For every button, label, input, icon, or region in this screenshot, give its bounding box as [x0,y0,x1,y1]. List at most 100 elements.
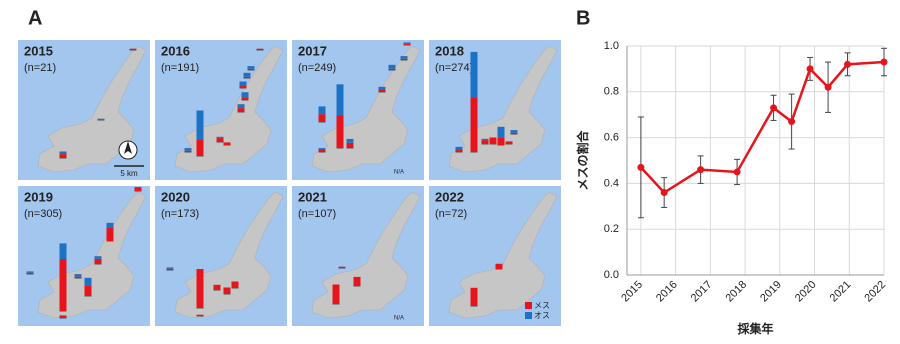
panel-label: A [28,7,42,29]
female-bar [338,266,346,268]
map-panel: 2015 (n=21) 5 km [18,40,150,180]
male-bar [216,136,224,139]
x-axis-label: 採集年 [737,321,773,336]
male-bar [196,110,204,140]
male-bar [336,84,344,116]
male-bar [497,126,505,138]
map-year: 2022 [435,189,464,204]
female-bar [216,138,224,142]
map-n: (n=21) [24,62,56,74]
map-year: 2021 [298,189,327,204]
male-bar [184,148,192,151]
female-bar [223,142,231,145]
map-panel: 2016 (n=191) [155,40,287,180]
female-bar [455,149,463,152]
y-tick-label: 0.2 [604,223,619,235]
map-n: (n=274) [435,62,473,74]
data-point [770,104,778,112]
female-bar [332,284,340,304]
x-tick-label: 2022 [862,279,888,305]
compass-needle [124,141,132,154]
map-n: (n=173) [161,208,199,220]
female-bar [495,263,503,269]
female-bar [213,284,221,290]
female-bar [239,85,247,88]
map-year: 2019 [24,189,53,204]
female-bar [223,287,231,294]
female-bar [184,150,192,152]
female-bar [59,154,67,158]
map-panel: 2020 (n=173) [155,186,287,326]
female-bar [129,48,137,50]
map-n: (n=191) [161,62,199,74]
map-n: (n=107) [298,208,336,220]
male-bar [400,56,408,59]
x-tick-label: 2015 [619,279,645,305]
male-bar [26,271,34,273]
data-point [806,65,814,73]
data-point [660,189,668,197]
y-tick-label: 0.4 [604,177,619,189]
male-bar [388,64,396,69]
male-bar [318,148,326,150]
male-bar [239,81,247,86]
female-bar [481,140,489,144]
map-panel: 2021 (n=107) N/A [292,186,424,326]
male-bar [403,42,411,44]
data-point [697,166,705,174]
male-bar [470,51,478,98]
female-bar [196,314,204,316]
map-panel: 2019 (n=305) [18,186,150,326]
male-bar [237,104,245,109]
female-bar [241,97,249,100]
data-line [639,60,885,195]
legend-label: オス [534,311,550,320]
female-bar [256,48,264,50]
female-bar [59,315,67,318]
data-point [733,168,741,176]
legend-swatch [525,312,532,319]
scale-label: 5 km [120,169,138,178]
panel-label: B [576,7,590,29]
data-point [788,118,796,126]
y-tick-label: 0.8 [604,86,619,98]
female-bar [346,142,354,148]
legend-label: メス [534,301,550,310]
female-bar [196,269,204,308]
male-bar [94,256,102,259]
data-point [880,58,888,66]
female-bar [497,137,505,145]
x-tick-label: 2021 [828,279,854,305]
female-bar [318,149,326,152]
data-point [844,60,852,68]
map-n: (n=305) [24,208,62,220]
female-bar [106,228,114,241]
female-bar [26,272,34,274]
y-tick-label: 0.6 [604,132,619,144]
male-bar [59,243,67,259]
data-point [824,83,832,91]
female-bar [336,115,344,148]
female-bar [505,141,513,144]
female-bar [470,97,478,152]
male-bar [481,138,489,141]
na-label: N/A [394,170,404,176]
female-bar [59,259,67,311]
male-bar [74,274,82,277]
male-bar [166,267,174,269]
male-bar [84,277,92,286]
male-bar [243,72,251,77]
female-bar [237,108,245,112]
female-bar [196,139,204,156]
female-bar [510,132,518,134]
female-bar [400,58,408,60]
female-bar [403,43,411,45]
female-bar [247,68,255,70]
female-bar [388,68,396,70]
female-bar [318,114,326,122]
map-year: 2015 [24,43,53,58]
female-bar [94,258,102,264]
male-bar [318,106,326,115]
